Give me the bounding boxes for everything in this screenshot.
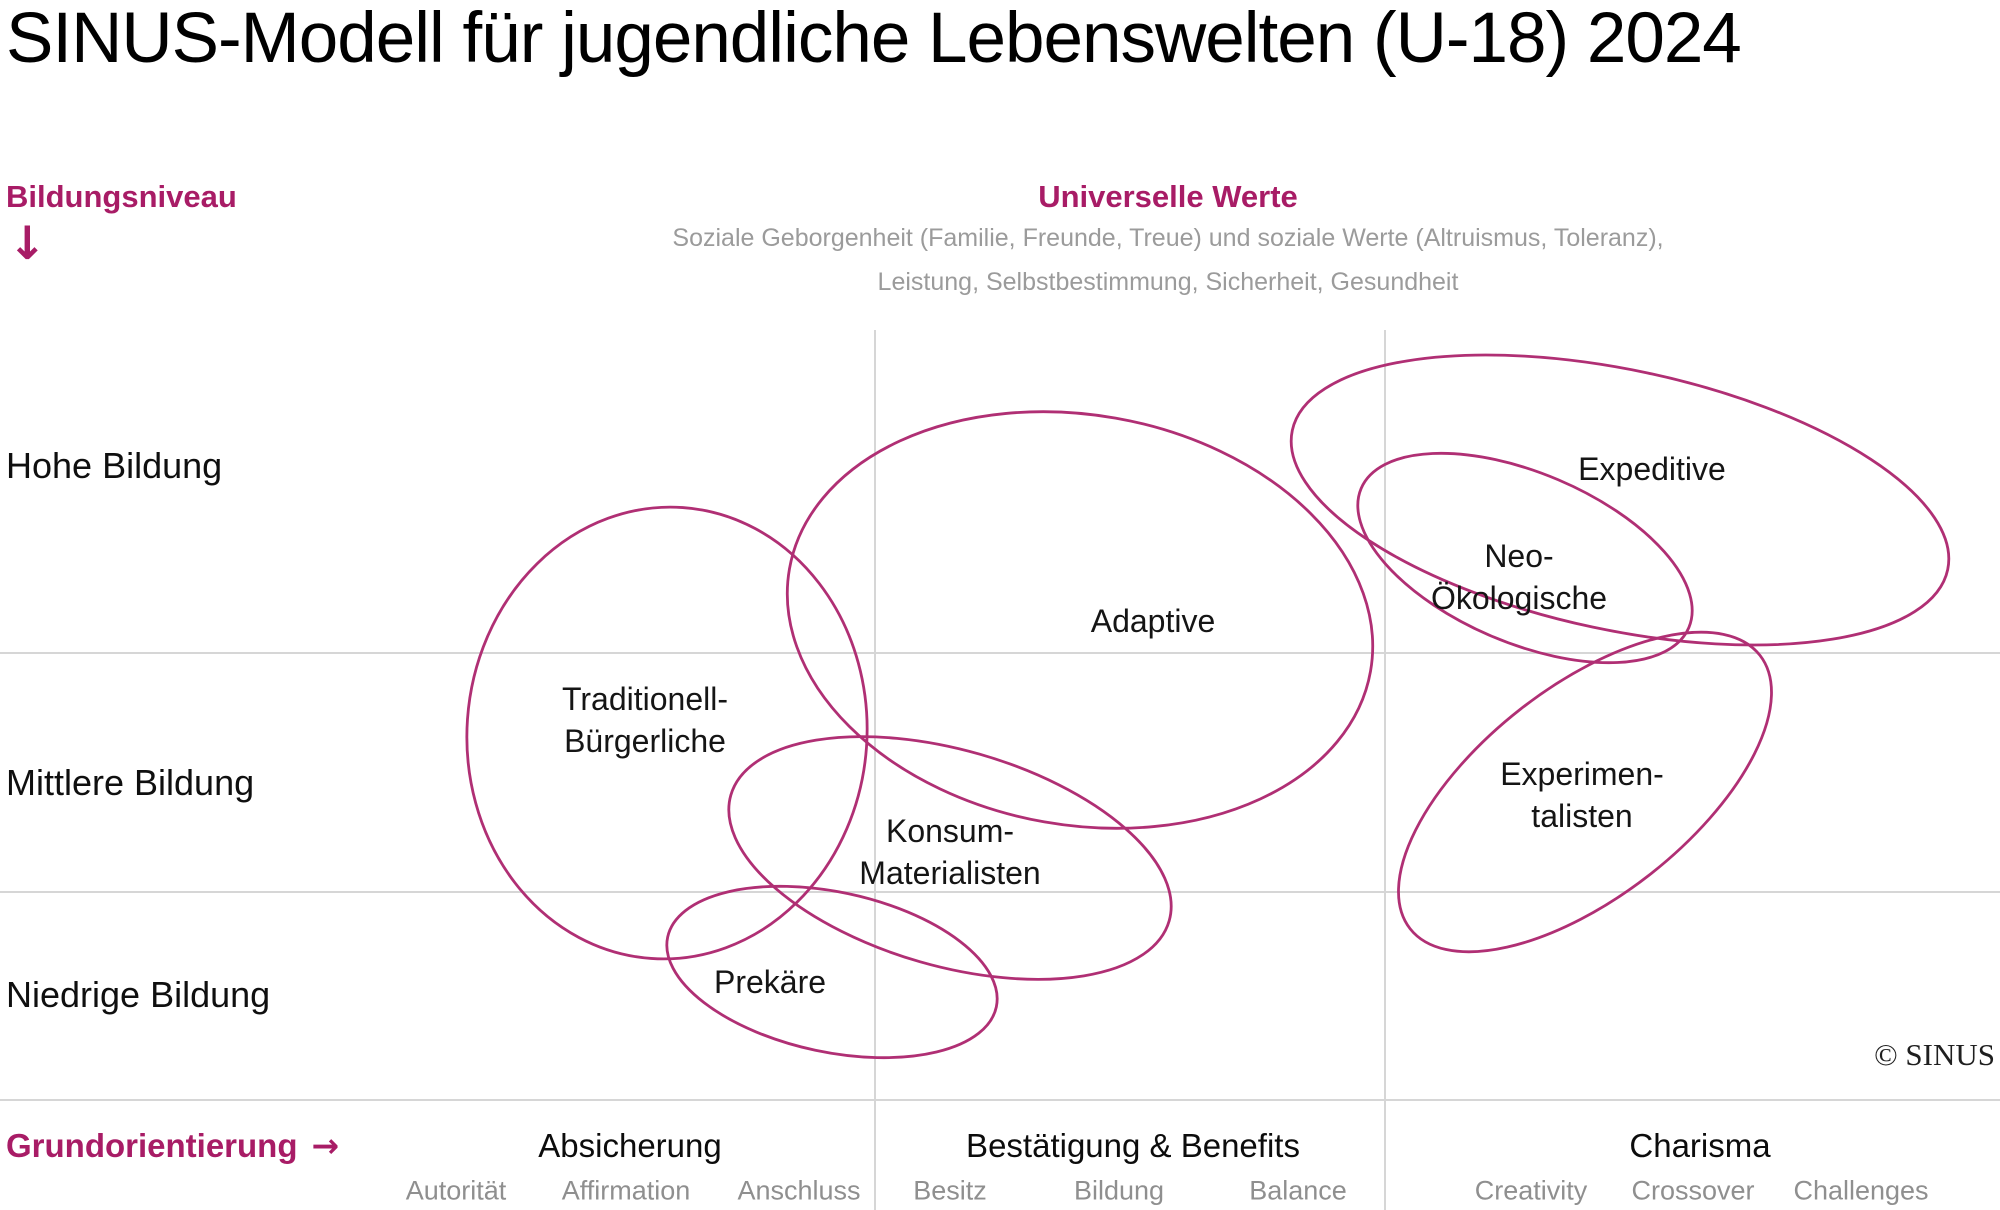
section-sublabel: Besitz (913, 1175, 987, 1206)
grid-lines (0, 330, 2000, 1210)
y-axis-label: Bildungsniveau (6, 179, 237, 214)
level-label: Mittlere Bildung (6, 762, 255, 803)
section-sublabel: Autorität (405, 1175, 507, 1206)
universal-values-header: Universelle Werte Soziale Geborgenheit (… (672, 178, 1663, 304)
right-arrow-icon: → (311, 1126, 340, 1165)
section-sublabel: Bildung (1073, 1175, 1165, 1206)
section-label: Absicherung (538, 1127, 722, 1164)
milieu-label-konsum-materialisten: Konsum- Materialisten (859, 813, 1041, 891)
values-header-title: Universelle Werte (1038, 179, 1298, 214)
section-sublabel: Balance (1249, 1175, 1347, 1206)
section-label: Charisma (1629, 1127, 1771, 1164)
section-sublabel: Crossover (1631, 1175, 1755, 1206)
milieu-ellipses (465, 353, 1951, 1060)
milieu-ellipse-expeditive (1289, 353, 1951, 647)
milieu-ellipse-konsum-materialisten (727, 735, 1173, 981)
level-label: Hohe Bildung (6, 445, 223, 486)
milieu-label-adaptive: Adaptive (1090, 603, 1216, 639)
page-title: SINUS-Modell für jugendliche Lebenswelte… (6, 0, 1742, 78)
down-arrow-icon: ↓ (8, 216, 47, 270)
values-subtitle-line-1: Soziale Geborgenheit (Familie, Freunde, … (672, 224, 1664, 252)
milieu-ellipse-prekaere (665, 884, 999, 1060)
section-label: Bestätigung & Benefits (966, 1127, 1300, 1164)
x-axis-label-text: Grundorientierung (6, 1127, 298, 1164)
section-sublabel: Anschluss (737, 1175, 861, 1206)
level-label: Niedrige Bildung (6, 974, 271, 1015)
milieu-label-traditionell-buergerliche: Traditionell- Bürgerliche (562, 681, 728, 759)
milieu-ellipse-experimentalisten (1397, 630, 1773, 954)
milieu-label-prekaere: Prekäre (713, 964, 827, 1000)
section-sublabel: Affirmation (561, 1175, 691, 1206)
milieu-ellipse-traditionell-buergerliche (465, 505, 869, 961)
milieu-ellipse-adaptive (785, 410, 1375, 830)
milieu-ellipse-neo-oekologische (1356, 451, 1694, 665)
milieu-label-neo-oekologische: Neo- Ökologische (1430, 538, 1608, 616)
section-sublabel: Creativity (1474, 1175, 1588, 1206)
milieu-label-experimentalisten: Experimen-talisten (1500, 756, 1664, 834)
milieu-label-expeditive: Expeditive (1578, 451, 1726, 487)
x-axis-label: Grundorientierung → (6, 1126, 339, 1166)
copyright: © SINUS (1874, 1037, 1995, 1072)
section-sublabel: Challenges (1793, 1175, 1929, 1206)
values-subtitle-line-2: Leistung, Selbstbestimmung, Sicherheit, … (877, 268, 1459, 296)
